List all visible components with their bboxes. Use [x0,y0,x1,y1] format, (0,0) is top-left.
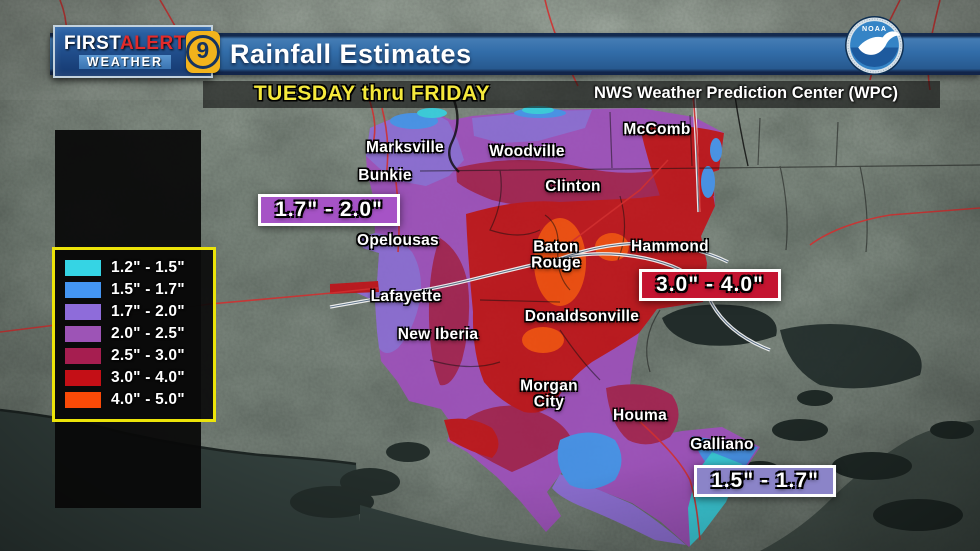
city-label-lafayette: Lafayette [370,287,442,305]
legend-item: 2.0" - 2.5" [65,323,213,345]
channel-9-circle: 9 [185,34,220,69]
legend-swatch [65,392,101,408]
boundary-lines [419,111,980,381]
city-label-houma: Houma [612,406,668,424]
legend-label: 4.0" - 5.0" [111,391,185,408]
city-label-baton-rouge: Baton Rouge [531,238,581,272]
legend-label: 3.0" - 4.0" [111,369,185,386]
legend-item: 1.7" - 2.0" [65,301,213,323]
legend-label: 1.7" - 2.0" [111,303,185,320]
city-label-bunkie: Bunkie [358,166,412,184]
channel-9-digit: 9 [196,37,210,63]
data-source: NWS Weather Prediction Center (WPC) [593,84,899,102]
city-label-new-iberia: New Iberia [397,325,479,343]
forecast-period: TUESDAY thru FRIDAY [253,82,491,105]
first-alert-weather-text: FIRSTALERT WEATHER [60,34,186,70]
channel-9-logo: 9 [185,30,220,73]
legend-item: 1.2" - 1.5" [65,257,213,279]
legend-item: 2.5" - 3.0" [65,345,213,367]
legend-item: 4.0" - 5.0" [65,389,213,411]
legend-label: 1.2" - 1.5" [111,259,185,276]
noaa-text: NOAA [862,25,887,33]
city-label-galliano: Galliano [690,435,754,453]
callout-range-3-0-4-0: 3.0" - 4.0" [639,269,781,301]
rainfall-legend: 1.2" - 1.5" 1.5" - 1.7" 1.7" - 2.0" 2.0"… [52,247,216,422]
legend-item: 3.0" - 4.0" [65,367,213,389]
noaa-logo: NOAA [844,15,905,76]
legend-swatch [65,348,101,364]
legend-swatch [65,326,101,342]
legend-label: 2.0" - 2.5" [111,325,185,342]
rainfall-overlay [330,106,760,547]
city-label-donaldsonville: Donaldsonville [524,307,640,325]
brand-alert: ALERT [119,32,186,54]
subheader-bar: TUESDAY thru FRIDAY NWS Weather Predicti… [203,81,940,108]
noaa-bird-icon [858,31,900,55]
city-label-mccomb: McComb [623,120,691,138]
brand-first: FIRST [64,32,120,54]
legend-swatch [65,282,101,298]
callout-range-1-7-2-0: 1.7" - 2.0" [258,194,400,226]
legend-item: 1.5" - 1.7" [65,279,213,301]
city-label-hammond: Hammond [631,237,709,255]
city-label-morgan-city: Morgan City [520,377,578,411]
water-bodies [0,304,980,551]
legend-swatch [65,370,101,386]
brand-weather: WEATHER [78,54,172,70]
city-label-clinton: Clinton [545,177,601,195]
page-title: Rainfall Estimates [230,39,472,69]
legend-label: 2.5" - 3.0" [111,347,185,364]
callout-range-1-5-1-7: 1.5" - 1.7" [694,465,836,497]
city-label-woodville: Woodville [489,142,565,160]
legend-swatch [65,304,101,320]
city-label-opelousas: Opelousas [357,231,439,249]
first-alert-weather-logo: FIRSTALERT WEATHER 9 [53,25,220,78]
legend-swatch [65,260,101,276]
legend-label: 1.5" - 1.7" [111,281,185,298]
city-label-marksville: Marksville [366,138,444,156]
